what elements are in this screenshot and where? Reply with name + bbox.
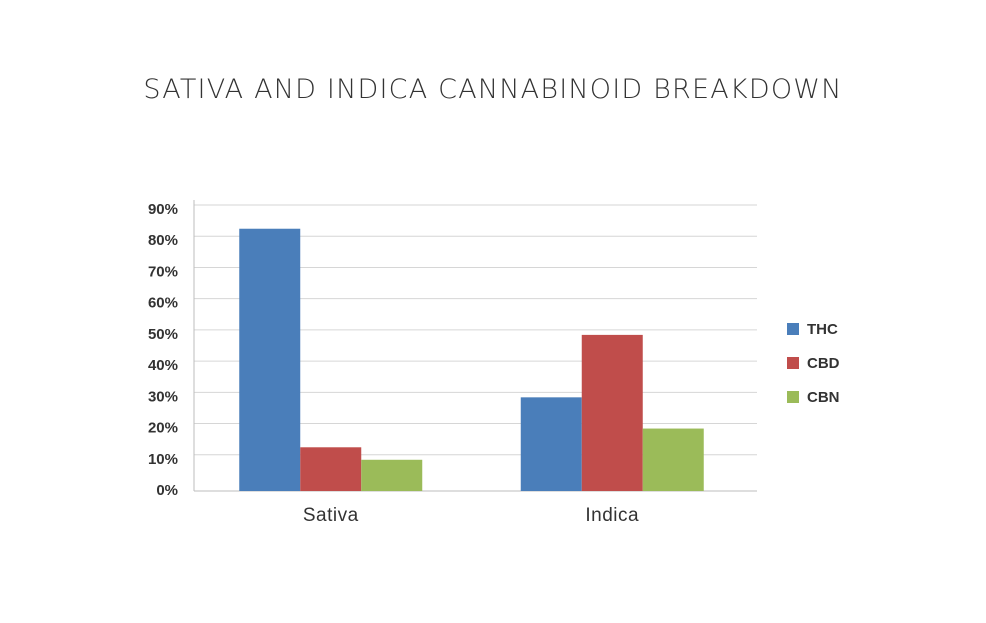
legend-swatch-cbd: [787, 357, 799, 369]
legend-label-cbd: CBD: [807, 355, 840, 372]
x-category-label: Indica: [585, 505, 639, 526]
legend-label-thc: THC: [807, 321, 838, 338]
bar-thc-sativa: [239, 228, 301, 491]
x-category-labels: Sativa Indica: [303, 505, 639, 526]
legend-swatch-thc: [787, 323, 799, 335]
y-tick-label: 90%: [148, 201, 178, 218]
y-tick-label: 80%: [148, 232, 178, 249]
x-category-label: Sativa: [303, 505, 359, 526]
bar-cbd-sativa: [300, 447, 362, 491]
y-tick-label: 10%: [148, 451, 178, 468]
y-tick-label: 60%: [148, 295, 178, 312]
chart-title: SATIVA AND INDICA CANNABINOID BREAKDOWN: [143, 74, 843, 105]
y-tick-label: 70%: [148, 263, 178, 280]
bar-cbn-sativa: [361, 459, 423, 491]
bars: [239, 228, 704, 491]
legend-swatch-cbn: [787, 391, 799, 403]
bar-thc-indica: [520, 397, 582, 491]
legend: THC CBD CBN: [787, 321, 840, 406]
legend-label-cbn: CBN: [807, 389, 840, 406]
y-tick-label: 0%: [156, 482, 178, 499]
bar-cbn-indica: [642, 428, 704, 491]
y-tick-labels: 0% 10% 20% 30% 40% 50% 60% 70% 80% 90%: [148, 201, 178, 499]
bar-cbd-indica: [581, 334, 643, 491]
y-tick-label: 50%: [148, 326, 178, 343]
y-tick-label: 20%: [148, 420, 178, 437]
y-tick-label: 30%: [148, 388, 178, 405]
y-tick-label: 40%: [148, 357, 178, 374]
